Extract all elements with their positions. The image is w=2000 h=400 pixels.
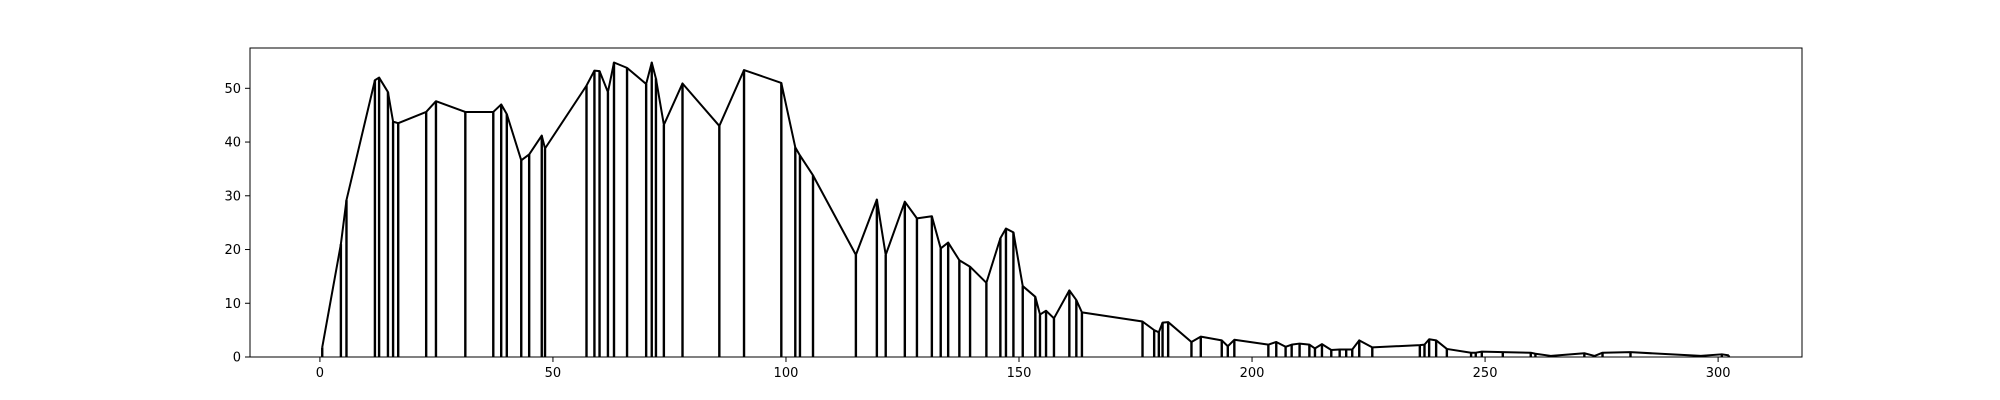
series-line: [321, 61, 1729, 357]
x-tick-label: 0: [316, 366, 324, 381]
drop-lines: [321, 62, 1731, 357]
x-tick-label: 100: [774, 366, 799, 381]
y-axis: 0 10 20 30 40 50: [224, 82, 250, 366]
x-axis: 0 50 100 150 200 250 300: [316, 357, 1731, 381]
y-tick-label: 20: [224, 243, 241, 258]
x-tick-label: 150: [1007, 366, 1032, 381]
y-tick-label: 30: [224, 189, 241, 204]
y-tick-label: 0: [233, 351, 241, 366]
y-tick-label: 40: [224, 136, 241, 151]
x-tick-label: 250: [1473, 366, 1498, 381]
x-tick-label: 200: [1240, 366, 1265, 381]
y-tick-label: 10: [224, 297, 241, 312]
y-tick-label: 50: [224, 82, 241, 97]
x-tick-label: 50: [545, 366, 562, 381]
x-tick-label: 300: [1706, 366, 1731, 381]
plot-frame: [249, 47, 1803, 358]
